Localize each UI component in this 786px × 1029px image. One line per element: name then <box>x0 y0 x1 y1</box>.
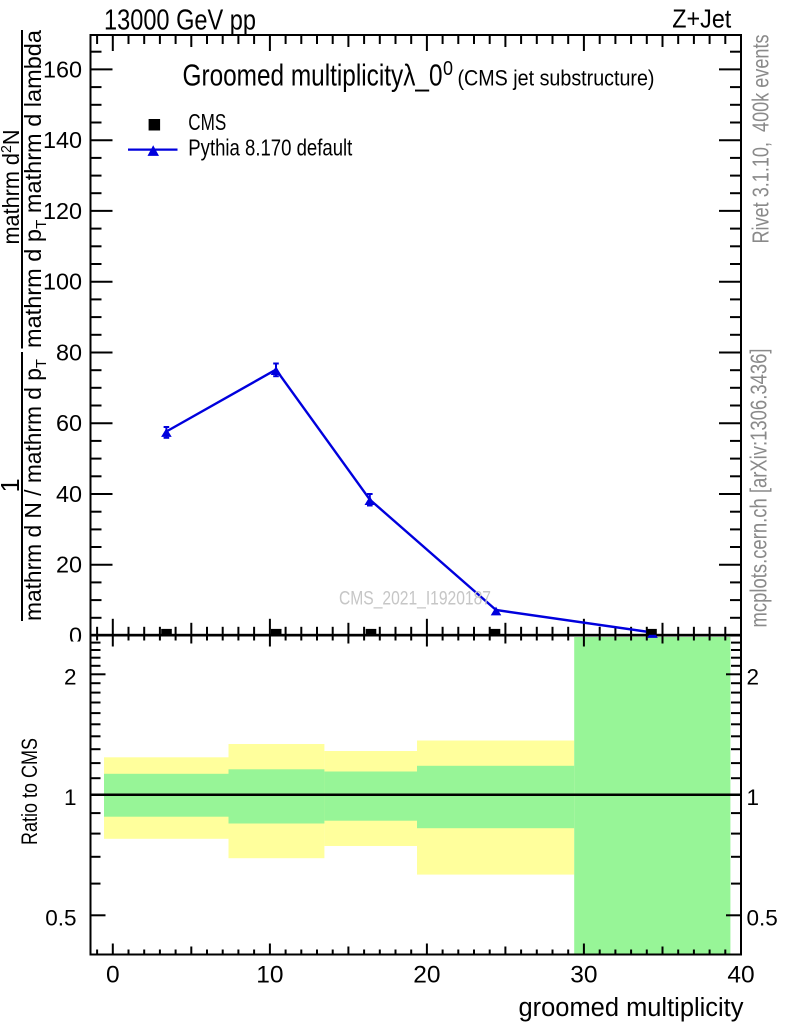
svg-text:mathrm d pT mathrm d lambda: mathrm d pT mathrm d lambda <box>20 30 50 348</box>
svg-text:80: 80 <box>56 340 82 366</box>
svg-text:mathrm d N / mathrm d pT: mathrm d N / mathrm d pT <box>20 359 50 621</box>
svg-text:1: 1 <box>747 785 760 810</box>
svg-text:0: 0 <box>69 623 82 649</box>
svg-text:Z+Jet: Z+Jet <box>672 6 731 34</box>
svg-text:Pythia 8.170 default: Pythia 8.170 default <box>188 135 353 161</box>
svg-text:120: 120 <box>43 198 82 224</box>
svg-text:100: 100 <box>43 269 82 295</box>
svg-text:CMS: CMS <box>188 109 226 135</box>
svg-text:40: 40 <box>727 962 754 989</box>
svg-text:Ratio to CMS: Ratio to CMS <box>17 738 42 845</box>
svg-text:0.5: 0.5 <box>45 905 76 930</box>
svg-text:13000 GeV pp: 13000 GeV pp <box>104 5 256 37</box>
svg-text:groomed multiplicity: groomed multiplicity <box>519 994 744 1022</box>
svg-text:mcplots.cern.ch [arXiv:1306.34: mcplots.cern.ch [arXiv:1306.3436] <box>746 349 772 628</box>
svg-text:Groomed multiplicityλ_0: Groomed multiplicityλ_0 <box>183 60 443 93</box>
svg-text:0: 0 <box>443 57 453 80</box>
svg-text:20: 20 <box>56 552 82 578</box>
svg-text:2: 2 <box>747 664 760 689</box>
svg-text:160: 160 <box>43 56 82 82</box>
svg-text:0.5: 0.5 <box>747 905 778 930</box>
svg-text:1: 1 <box>0 478 25 492</box>
svg-text:140: 140 <box>43 127 82 153</box>
svg-text:CMS_2021_I1920187: CMS_2021_I1920187 <box>339 589 491 610</box>
svg-text:30: 30 <box>570 962 597 989</box>
svg-text:2: 2 <box>64 664 77 689</box>
svg-text:60: 60 <box>56 410 82 436</box>
svg-text:20: 20 <box>413 962 440 989</box>
svg-text:1: 1 <box>64 785 77 810</box>
svg-text:40: 40 <box>56 481 82 507</box>
svg-text:(CMS jet substructure): (CMS jet substructure) <box>458 66 655 91</box>
svg-text:10: 10 <box>256 962 283 989</box>
svg-text:0: 0 <box>106 962 120 989</box>
svg-text:Rivet 3.1.10, 400k events: Rivet 3.1.10, 400k events <box>748 35 774 244</box>
